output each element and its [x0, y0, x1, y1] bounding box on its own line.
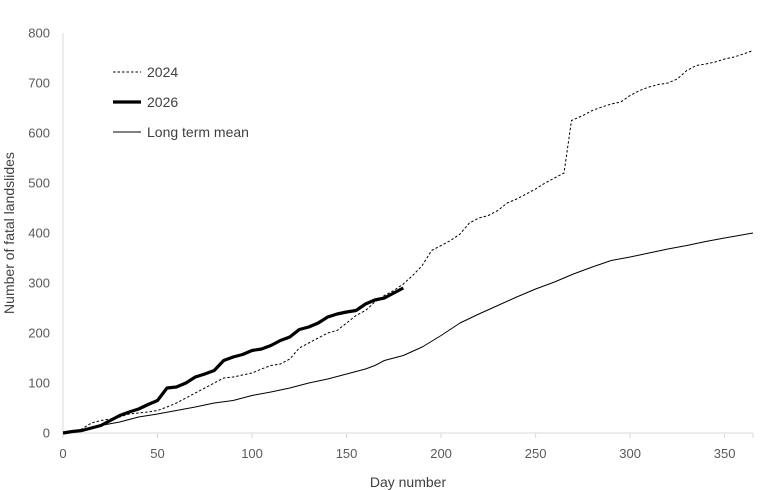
y-tick-label: 700 [28, 76, 50, 91]
series-group [62, 50, 754, 435]
y-axis-title: Number of fatal landslides [1, 152, 17, 314]
y-tick-label: 400 [28, 226, 50, 241]
legend-label-3: Long term mean [147, 124, 249, 140]
y-tick-label: 600 [28, 126, 50, 141]
x-tick-label: 150 [336, 446, 358, 461]
x-tick-label: 350 [714, 446, 736, 461]
legend-label-1: 2024 [147, 64, 178, 80]
y-tick-label: 0 [43, 426, 50, 441]
series-line-3 [62, 232, 754, 434]
series-line-1 [62, 50, 754, 434]
legend-label-2: 2026 [147, 94, 178, 110]
series-line-2 [62, 286, 405, 435]
x-tick-label: 0 [59, 446, 66, 461]
x-tick-label: 100 [241, 446, 263, 461]
legend: 2024 2026 Long term mean [113, 64, 249, 140]
x-tick-label: 50 [150, 446, 164, 461]
x-tick-label: 200 [430, 446, 452, 461]
y-tick-label: 300 [28, 276, 50, 291]
x-tick-label: 300 [619, 446, 641, 461]
y-tick-label: 100 [28, 376, 50, 391]
y-tick-label: 800 [28, 26, 50, 41]
y-tick-label: 200 [28, 326, 50, 341]
axes: 0 100 200 300 400 500 600 700 800 0 50 100 150 200 250… [28, 26, 754, 461]
x-axis-title: Day number [370, 474, 447, 490]
y-tick-label: 500 [28, 176, 50, 191]
x-tick-label: 250 [525, 446, 547, 461]
